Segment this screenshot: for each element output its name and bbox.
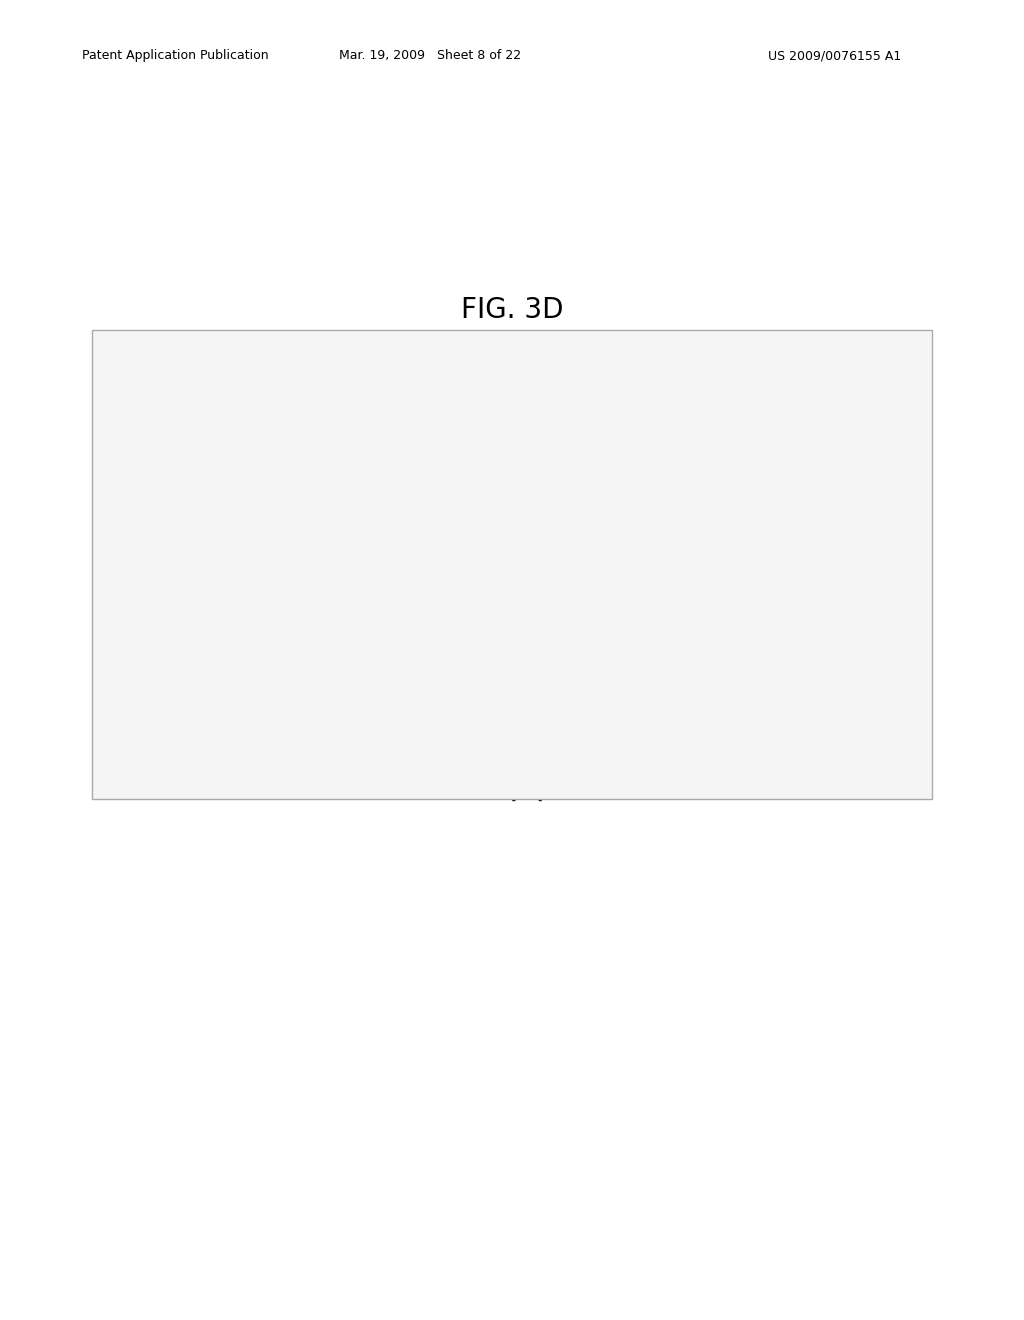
Text: Mar. 19, 2009   Sheet 8 of 22: Mar. 19, 2009 Sheet 8 of 22 [339, 49, 521, 62]
Bar [410, 599, 437, 719]
Bar [201, 717, 229, 719]
Text: FIG. 3D: FIG. 3D [461, 296, 563, 325]
Text: 3: 3 [316, 754, 323, 764]
Bar [669, 710, 697, 719]
X-axis label: [AA]: [AA] [511, 787, 544, 801]
Bar [513, 639, 542, 719]
Text: Patent Application Publication: Patent Application Publication [82, 49, 268, 62]
Bar [461, 623, 489, 719]
Bar [305, 561, 334, 719]
Bar [617, 657, 645, 719]
Text: 10: 10 [676, 754, 690, 764]
Text: 1: 1 [212, 754, 219, 764]
Text: 9: 9 [628, 754, 635, 764]
Text: 7: 7 [524, 754, 530, 764]
Text: 5: 5 [420, 754, 427, 764]
Text: 13: 13 [833, 754, 846, 764]
Y-axis label: ³H-Radioactivity (c.p.m): ³H-Radioactivity (c.p.m) [130, 451, 144, 618]
Legend: p300: p300 [792, 356, 864, 381]
Text: US 2009/0076155 A1: US 2009/0076155 A1 [768, 49, 901, 62]
Text: 11: 11 [728, 754, 742, 764]
Bar [253, 407, 282, 719]
Bar [357, 601, 386, 719]
Bar [773, 717, 802, 719]
Text: 8: 8 [575, 754, 583, 764]
Text: 2: 2 [264, 754, 271, 764]
Bar [825, 717, 854, 719]
Bar [721, 715, 750, 719]
Text: 6: 6 [472, 754, 479, 764]
Bar [565, 648, 594, 719]
Text: 4: 4 [368, 754, 375, 764]
Text: 12: 12 [780, 754, 795, 764]
